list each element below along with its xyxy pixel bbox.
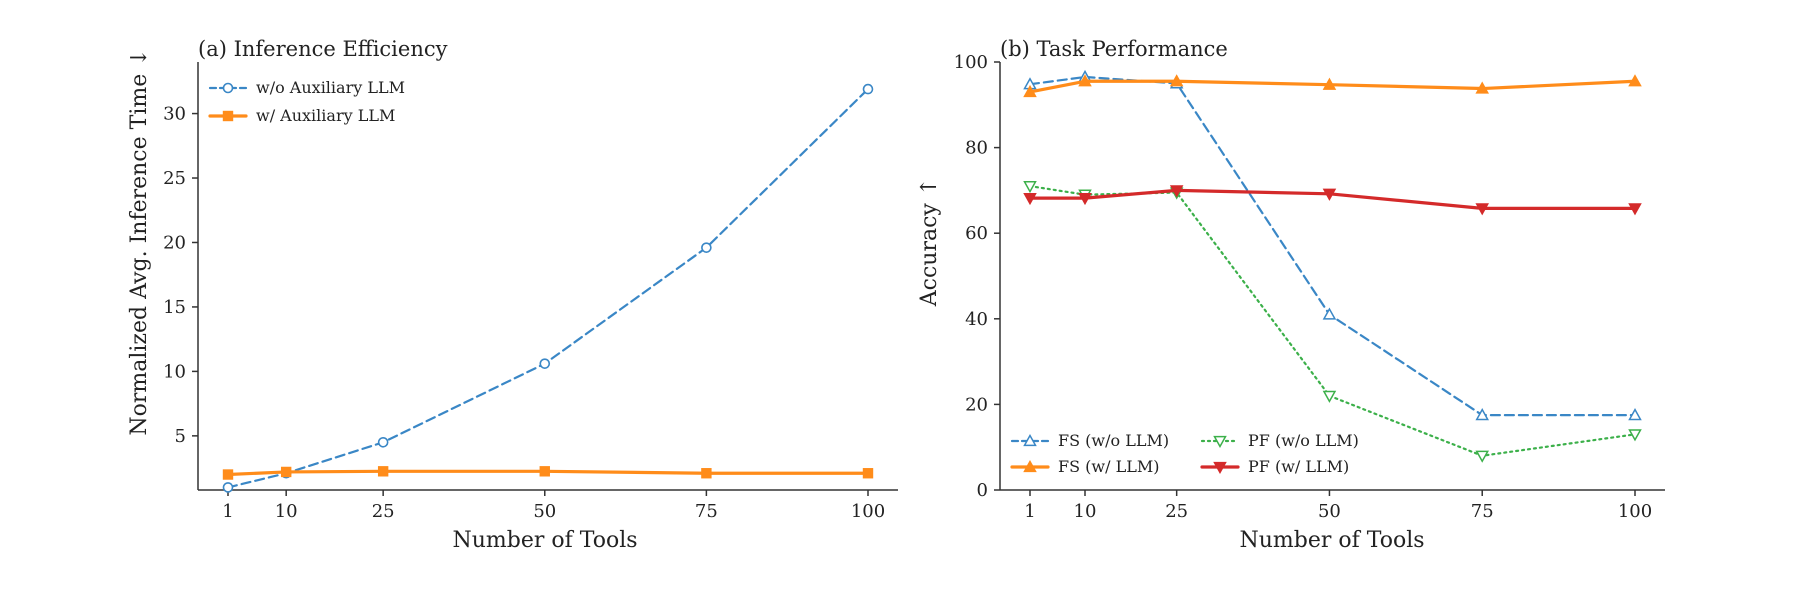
chart-a-y-tick-label: 5 bbox=[175, 426, 186, 447]
chart-b-title: (b) Task Performance bbox=[1000, 37, 1228, 61]
legend-item: FS (w/ LLM) bbox=[1010, 457, 1159, 476]
chart-b-y-tick-label: 20 bbox=[965, 394, 988, 415]
legend-label: FS (w/o LLM) bbox=[1058, 431, 1169, 450]
chart-b-data-point bbox=[1475, 450, 1489, 463]
chart-b-data-point bbox=[1322, 307, 1337, 320]
chart-b-data-point bbox=[1628, 408, 1642, 421]
legend-item: FS (w/o LLM) bbox=[1010, 431, 1169, 450]
chart-a-x-tick-label: 100 bbox=[851, 501, 885, 522]
chart-a-data-point bbox=[539, 466, 550, 477]
chart-a-ylabel: Normalized Avg. Inference Time ↓ bbox=[127, 48, 152, 435]
chart-b-y-tick-label: 40 bbox=[965, 309, 988, 330]
legend-item: w/ Auxiliary LLM bbox=[208, 106, 395, 125]
chart-a-data-point bbox=[222, 482, 234, 493]
chart-b-data-point bbox=[1078, 74, 1092, 87]
chart-b-series-line bbox=[1028, 75, 1637, 417]
chart-panel-a: (a) Inference Efficiency Normalized Avg.… bbox=[127, 37, 898, 553]
legend-marker bbox=[1213, 461, 1227, 475]
chart-a-data-point bbox=[862, 83, 874, 95]
chart-b-data-point bbox=[1628, 74, 1642, 87]
chart-a-x-tick-label: 25 bbox=[372, 501, 395, 522]
legend-label: PF (w/ LLM) bbox=[1248, 457, 1349, 476]
chart-a-x-tick-label: 1 bbox=[222, 501, 233, 522]
chart-b-data-point bbox=[1322, 188, 1337, 201]
chart-a-data-point bbox=[862, 468, 874, 479]
chart-a-series-1 bbox=[222, 466, 874, 480]
chart-b-data-point bbox=[1628, 203, 1642, 216]
chart-b-x-tick-label: 25 bbox=[1165, 501, 1188, 522]
chart-a-data-point bbox=[701, 242, 712, 253]
legend-item: w/o Auxiliary LLM bbox=[208, 78, 405, 97]
chart-a-data-point bbox=[222, 469, 234, 480]
chart-b-data-point bbox=[1023, 180, 1037, 194]
legend-marker bbox=[1213, 435, 1227, 449]
chart-b-y-tick-label: 80 bbox=[965, 138, 988, 159]
chart-a-y-tick-label: 10 bbox=[163, 361, 186, 382]
chart-a-x-tick-label: 10 bbox=[275, 501, 298, 522]
chart-b-legend: FS (w/o LLM) FS (w/ LLM) PF (w/o LLM) PF (w… bbox=[1010, 431, 1359, 476]
chart-b-data-point bbox=[1475, 203, 1489, 216]
legend-marker bbox=[222, 110, 234, 122]
legend-label: w/o Auxiliary LLM bbox=[256, 78, 405, 97]
chart-a-data-point bbox=[377, 466, 389, 477]
chart-a-legend: w/o Auxiliary LLM w/ Auxiliary LLM bbox=[208, 78, 405, 125]
legend-item: PF (w/o LLM) bbox=[1200, 431, 1359, 450]
chart-a-data-point bbox=[701, 468, 712, 479]
chart-b-data-point bbox=[1078, 192, 1092, 206]
chart-b-x-tick-label: 50 bbox=[1318, 501, 1341, 522]
chart-a-data-point bbox=[280, 466, 292, 478]
chart-a-y-tick-label: 25 bbox=[163, 168, 186, 189]
chart-a-series-0 bbox=[222, 83, 874, 493]
chart-b-y-tick-label: 0 bbox=[977, 480, 988, 501]
chart-a-title: (a) Inference Efficiency bbox=[198, 37, 448, 61]
chart-a-y-tick-label: 30 bbox=[163, 104, 186, 125]
legend-label: PF (w/o LLM) bbox=[1248, 431, 1359, 450]
chart-panel-b: (b) Task Performance Accuracy ↑ Number o… bbox=[917, 37, 1665, 553]
chart-b-data-point bbox=[1475, 81, 1489, 94]
chart-b-data-point bbox=[1322, 77, 1337, 90]
chart-b-x-tick-label: 100 bbox=[1618, 501, 1652, 522]
chart-b-data-point bbox=[1023, 192, 1037, 206]
chart-b-data-point bbox=[1169, 185, 1184, 198]
chart-a-x-tick-label: 75 bbox=[695, 501, 718, 522]
chart-b-data-point bbox=[1169, 74, 1184, 87]
legend-marker bbox=[1023, 459, 1037, 473]
chart-b-x-tick-label: 1 bbox=[1024, 501, 1035, 522]
chart-b-x-tick-label: 75 bbox=[1471, 501, 1494, 522]
chart-a-y-tick-label: 20 bbox=[163, 232, 186, 253]
chart-b-y-tick-label: 60 bbox=[965, 223, 988, 244]
chart-b-y-tick-label: 100 bbox=[954, 52, 988, 73]
chart-b-data-point bbox=[1475, 408, 1489, 421]
chart-b-series-line bbox=[1028, 79, 1637, 94]
legend-label: w/ Auxiliary LLM bbox=[256, 106, 395, 125]
chart-a-data-point bbox=[539, 358, 551, 369]
chart-a-xlabel: Number of Tools bbox=[452, 528, 637, 553]
legend-label: FS (w/ LLM) bbox=[1058, 457, 1159, 476]
chart-b-x-tick-label: 10 bbox=[1074, 501, 1097, 522]
chart-b-series-3 bbox=[1023, 185, 1642, 216]
chart-b-series-line bbox=[1028, 188, 1637, 210]
chart-b-ylabel: Accuracy ↑ bbox=[917, 178, 942, 308]
chart-a-series-line bbox=[226, 469, 870, 477]
chart-a-data-point bbox=[377, 437, 389, 448]
legend-marker bbox=[1023, 433, 1037, 447]
chart-a-x-tick-label: 50 bbox=[533, 501, 556, 522]
legend-item: PF (w/ LLM) bbox=[1200, 457, 1349, 476]
chart-b-data-point bbox=[1023, 84, 1037, 98]
legend-marker bbox=[222, 82, 234, 94]
chart-a-y-tick-label: 15 bbox=[163, 297, 186, 318]
chart-b-series-1 bbox=[1023, 74, 1642, 98]
chart-b-data-point bbox=[1322, 390, 1337, 403]
chart-a-series-line bbox=[226, 87, 870, 489]
chart-b-data-point bbox=[1628, 429, 1642, 442]
chart-b-xlabel: Number of Tools bbox=[1239, 528, 1424, 553]
